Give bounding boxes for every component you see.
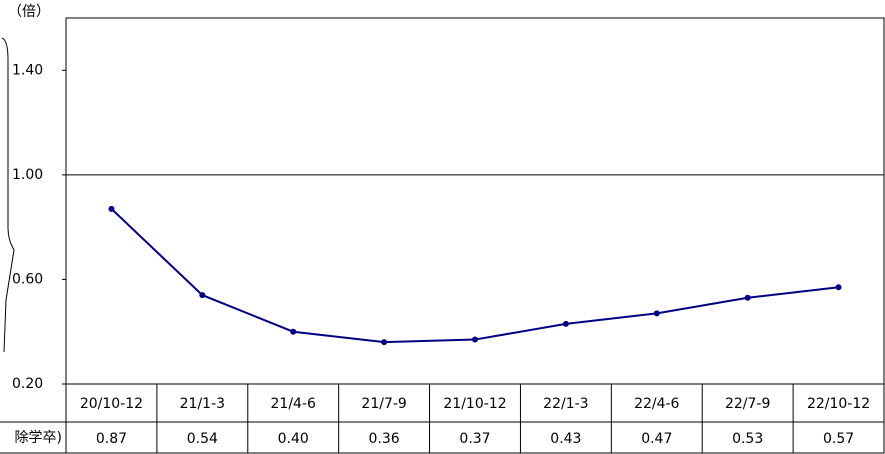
value-label: 0.47 — [641, 431, 672, 447]
value-label: 0.57 — [823, 431, 854, 447]
y-unit: （倍） — [8, 4, 50, 20]
value-label: 0.40 — [278, 431, 309, 447]
x-tick-label: 22/7-9 — [725, 396, 770, 412]
x-tick-label: 21/7-9 — [361, 396, 406, 412]
value-label: 0.37 — [459, 431, 490, 447]
point — [472, 336, 478, 343]
x-tick-label: 22/4-6 — [634, 396, 679, 412]
x-tick-label: 20/10-12 — [80, 396, 143, 412]
point — [290, 328, 297, 335]
value-label: 0.87 — [96, 431, 127, 447]
y-tick-label: 0.60 — [12, 271, 43, 287]
value-label: 0.53 — [732, 431, 763, 447]
y-tick-label: 0.20 — [12, 376, 43, 392]
point — [108, 205, 115, 212]
value-label: 0.36 — [369, 431, 400, 447]
point — [744, 294, 751, 301]
point — [199, 292, 206, 299]
line — [110, 208, 839, 344]
x-tick-label: 21/10-12 — [443, 396, 506, 412]
row-label: 除学卒) — [15, 430, 62, 446]
point — [653, 310, 660, 317]
value-label: 0.54 — [187, 431, 218, 447]
point — [381, 339, 388, 346]
y-tick-label: 1.40 — [12, 62, 43, 78]
x-tick-label: 22/1-3 — [543, 396, 588, 412]
y-tick-label: 1.00 — [12, 167, 43, 183]
point — [835, 284, 842, 291]
value-label: 0.43 — [550, 431, 581, 447]
x-tick-label: 21/1-3 — [180, 396, 225, 412]
brace — [1, 37, 15, 353]
plot-frame — [65, 17, 885, 454]
x-tick-label: 22/10-12 — [807, 396, 870, 412]
x-tick-label: 21/4-6 — [271, 396, 316, 412]
point — [562, 320, 569, 327]
